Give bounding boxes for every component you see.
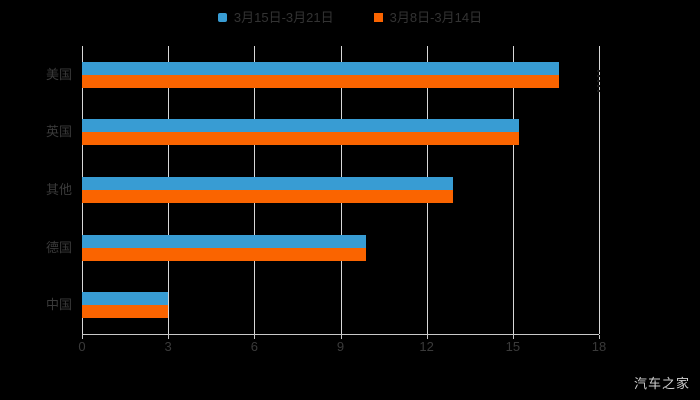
bar-0-4[interactable] [82, 292, 169, 306]
x-axis-line [82, 334, 599, 335]
bar-1-2[interactable] [82, 190, 453, 203]
x-tick-label-15: 15 [505, 339, 521, 354]
legend-label-0: 3月15日-3月21日 [233, 9, 334, 25]
watermark: 汽车之家 [633, 376, 690, 391]
tick-mark-3 [168, 335, 170, 339]
x-tick-label-12: 12 [419, 339, 434, 354]
y-axis-label-3: 德国 [45, 239, 72, 255]
legend-label-1: 3月8日-3月14日 [389, 9, 483, 25]
bar-1-3[interactable] [82, 247, 367, 261]
tick-mark-6 [254, 335, 256, 339]
x-tick-label-0: 0 [78, 339, 86, 354]
gridline-15 [512, 46, 514, 334]
x-tick-label-9: 9 [336, 339, 345, 354]
y-axis-label-4: 中国 [45, 297, 72, 313]
bar-1-0[interactable] [82, 74, 559, 88]
tick-mark-18 [599, 335, 600, 339]
y-axis-label-2: 其他 [45, 182, 72, 197]
chart-legend: 3月15日-3月21日 3月8日-3月14日 [0, 5, 700, 29]
x-tick-label-18: 18 [591, 339, 607, 354]
legend-item-1[interactable]: 3月8日-3月14日 [373, 9, 483, 25]
bar-1-1[interactable] [82, 132, 519, 146]
bar-0-1[interactable] [82, 119, 519, 133]
x-tick-label-3: 3 [164, 339, 172, 354]
tick-mark-9 [340, 335, 342, 339]
square-marker-icon [373, 12, 383, 22]
bar-0-3[interactable] [82, 234, 367, 248]
tick-mark-12 [426, 335, 428, 339]
bar-0-2[interactable] [82, 177, 453, 190]
tick-mark-15 [512, 335, 514, 339]
gridline-18 [599, 46, 600, 334]
y-axis-label-0: 美国 [45, 66, 72, 82]
grid-artifact [597, 70, 600, 92]
circle-marker-icon [217, 12, 227, 22]
legend-item-0[interactable]: 3月15日-3月21日 [217, 9, 334, 25]
y-axis-label-1: 英国 [45, 124, 72, 140]
x-tick-label-6: 6 [250, 339, 258, 354]
tick-mark-0 [82, 335, 83, 339]
bar-1-4[interactable] [82, 305, 169, 319]
bar-0-0[interactable] [82, 61, 559, 75]
